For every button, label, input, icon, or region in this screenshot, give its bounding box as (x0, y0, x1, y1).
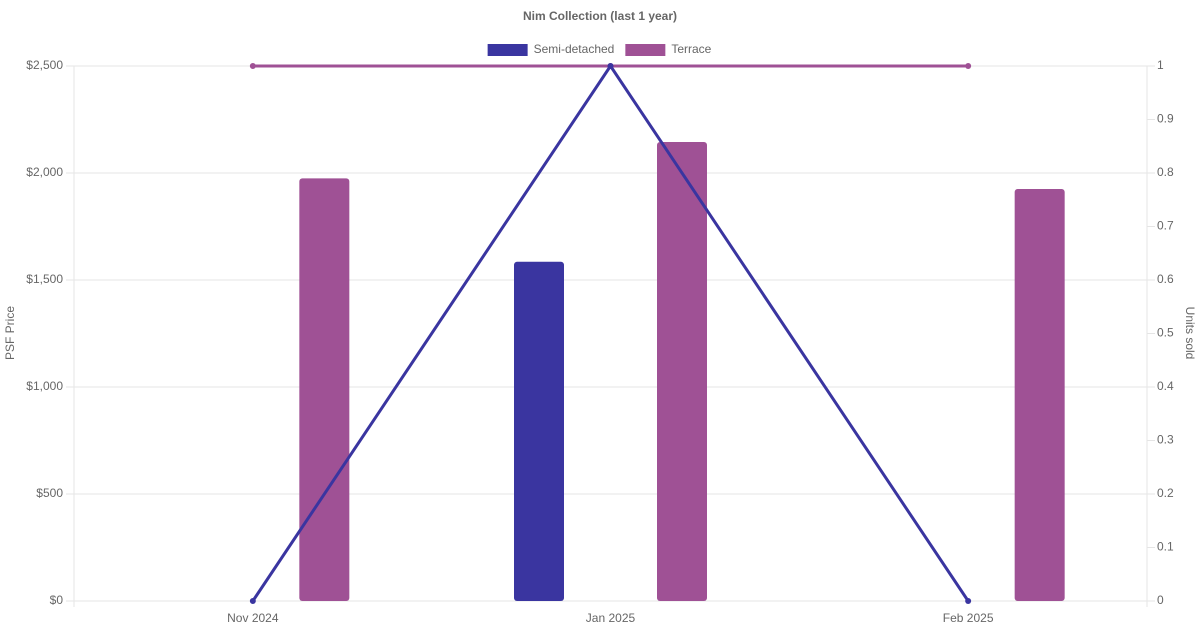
y2-tick-label: 0.7 (1157, 219, 1174, 233)
point (607, 63, 614, 69)
legend-swatch (625, 44, 666, 56)
bar (657, 141, 707, 601)
y2-tick-label: 0.4 (1157, 379, 1174, 393)
bar (514, 261, 564, 601)
y-tick-label: $500 (36, 486, 63, 500)
y2-tick-label: 0.2 (1157, 486, 1174, 500)
y-tick-label: $1,000 (26, 379, 63, 393)
x-tick-label: Jan 2025 (586, 611, 636, 625)
y2-axis-label: Units sold (1183, 307, 1197, 360)
bar (299, 178, 350, 601)
line (251, 63, 970, 602)
y-tick-label: $2,500 (26, 58, 63, 72)
x-tick-label: Nov 2024 (227, 611, 279, 625)
y-tick-label: $2,000 (26, 165, 63, 179)
y-tick-label: $1,500 (26, 272, 63, 286)
y-tick-label: $0 (50, 593, 64, 607)
y2-tick-label: 0.8 (1157, 165, 1174, 179)
y2-tick-label: 1 (1157, 58, 1164, 72)
x-tick-label: Feb 2025 (943, 611, 994, 625)
y2-tick-label: 0.9 (1157, 112, 1174, 126)
y2-tick-label: 0 (1157, 593, 1164, 607)
point (965, 63, 972, 69)
y2-tick-label: 0.5 (1157, 326, 1174, 340)
legend-label: Semi-detached (534, 42, 615, 56)
point (249, 598, 256, 604)
chart-title: Nim Collection (last 1 year) (523, 9, 677, 23)
y2-tick-label: 0.3 (1157, 433, 1174, 447)
y2-tick-label: 0.1 (1157, 540, 1174, 554)
point (249, 63, 256, 69)
bar (1014, 189, 1065, 602)
legend-swatch (487, 44, 528, 56)
y-axis-label: PSF Price (3, 306, 17, 360)
point (965, 598, 972, 604)
legend-label: Terrace (671, 42, 711, 56)
y2-tick-label: 0.6 (1157, 272, 1174, 286)
